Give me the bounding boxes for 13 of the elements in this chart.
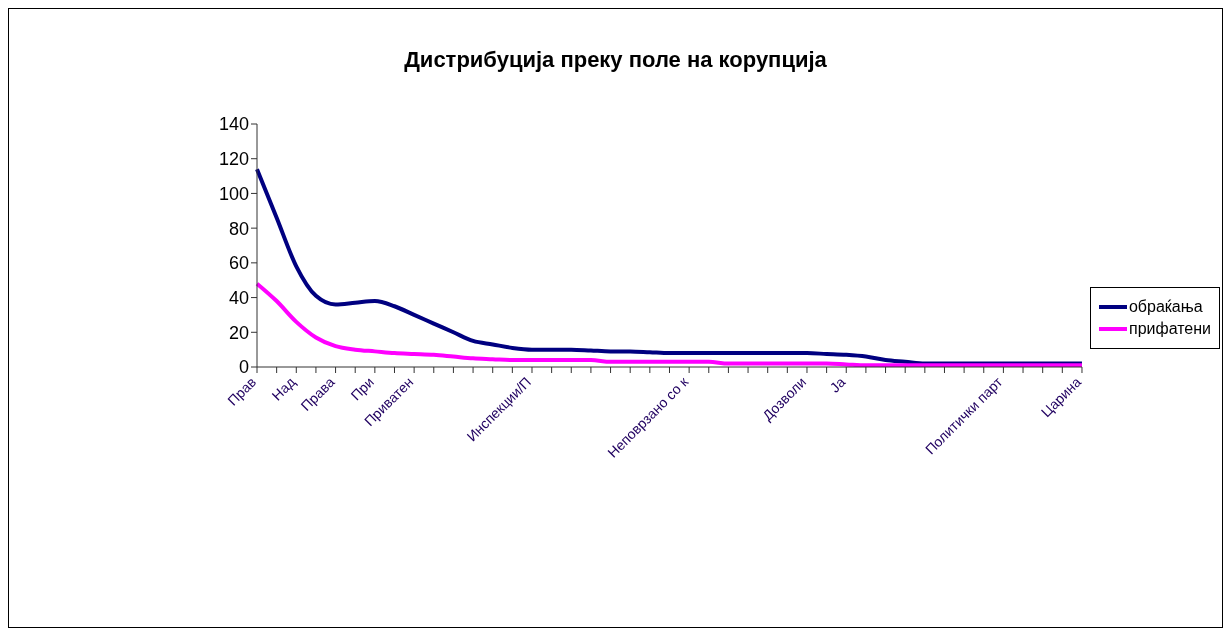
- y-tick-label: 20: [228, 322, 249, 343]
- legend-label: прифатени: [1128, 320, 1211, 338]
- chart-title: Дистрибуција преку поле на корупција: [403, 47, 828, 73]
- y-tick-label: 40: [228, 287, 249, 308]
- y-tick-label: 0: [238, 357, 249, 378]
- y-tick-label: 120: [218, 149, 249, 170]
- x-tick-label: Над: [268, 373, 299, 404]
- y-tick-label: 60: [228, 253, 249, 274]
- legend-label: обраќања: [1128, 298, 1203, 316]
- y-tick-label: 80: [228, 218, 249, 239]
- x-tick-label: Ја: [826, 373, 849, 396]
- y-tick-label: 140: [218, 114, 249, 135]
- y-tick-label: 100: [218, 183, 249, 204]
